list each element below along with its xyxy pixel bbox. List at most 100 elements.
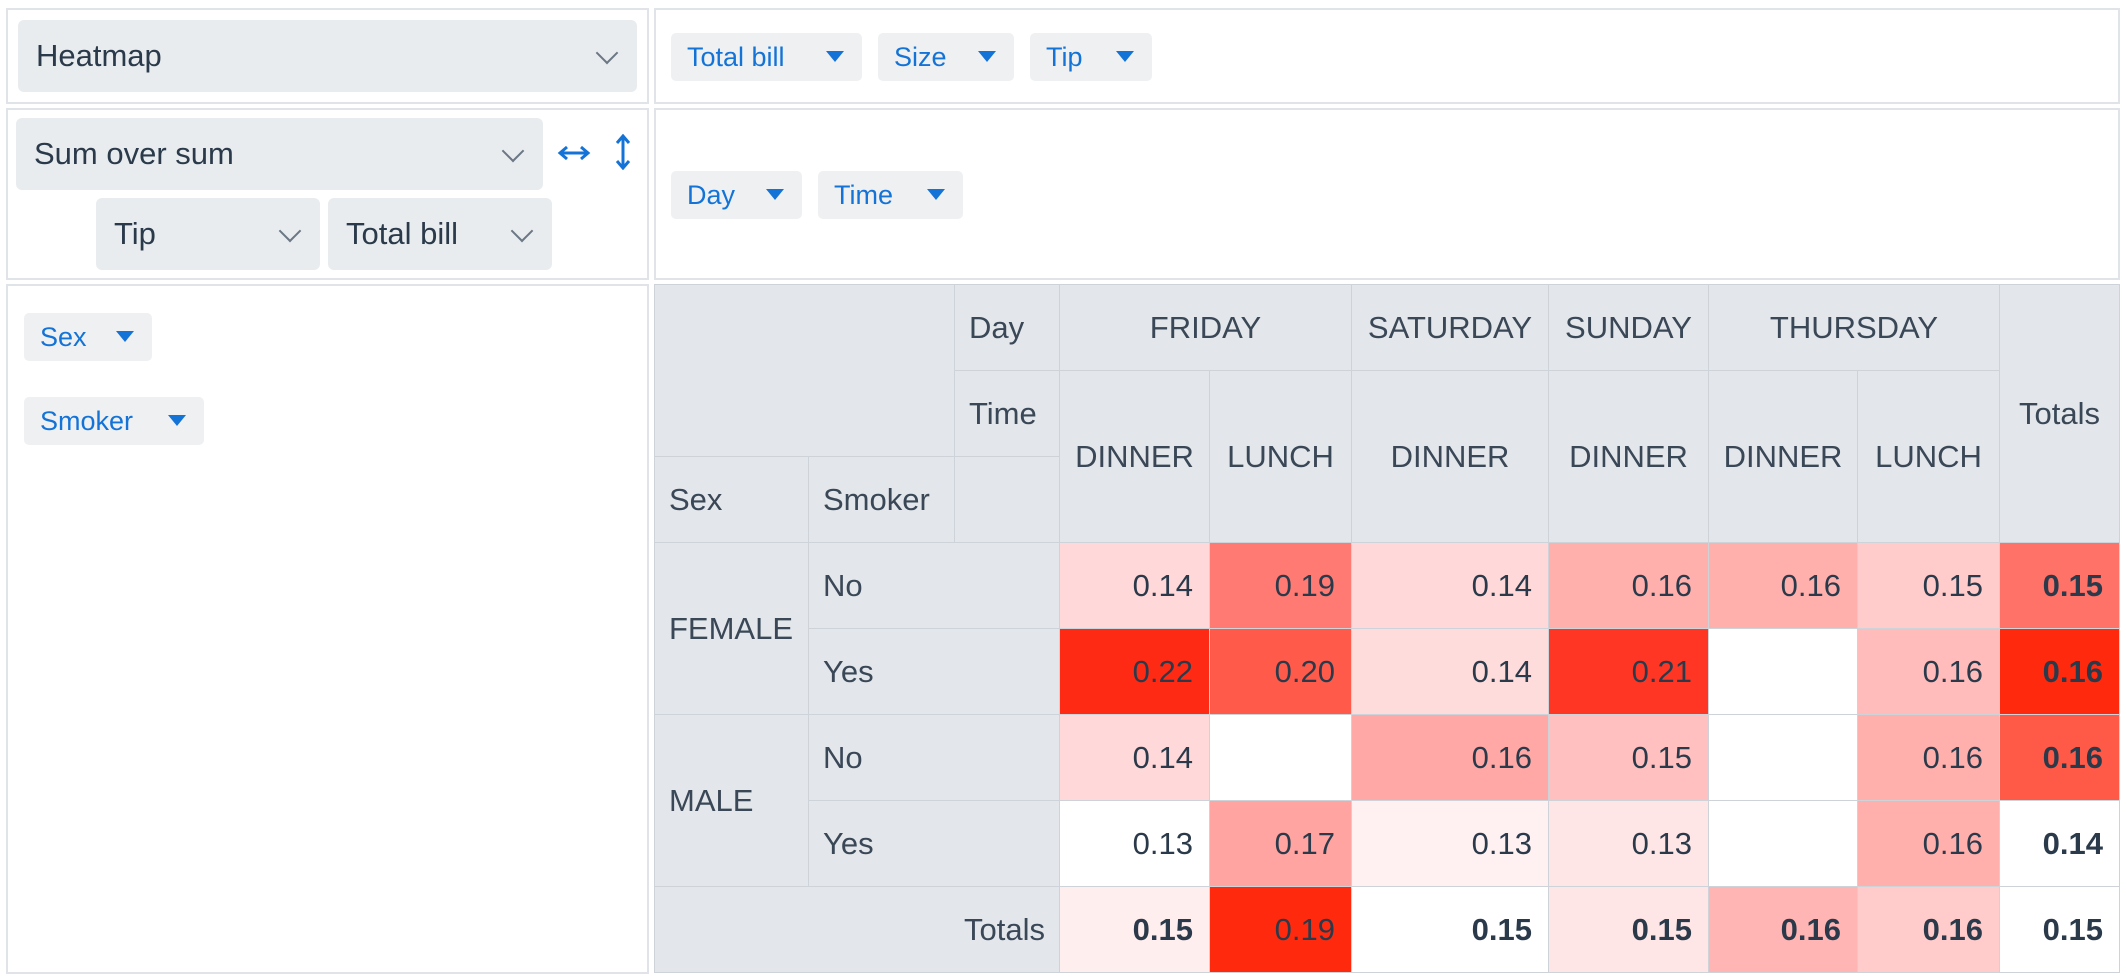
heatmap-cell[interactable]: 0.19 (1209, 542, 1352, 629)
col-header-day: FRIDAY (1059, 284, 1352, 371)
row-header-sex: MALE (654, 714, 809, 887)
col-header-time: DINNER (1708, 370, 1858, 543)
caret-down-icon[interactable] (766, 189, 784, 200)
row-attrs-panel (6, 284, 649, 974)
row-attr-label-smoker: Smoker (808, 456, 955, 543)
heatmap-cell[interactable]: 0.14 (1059, 542, 1210, 629)
row-header-totals: Totals (654, 886, 1060, 973)
attr-pill-smoker[interactable]: Smoker (24, 397, 204, 445)
row-total-cell[interactable]: 0.14 (1999, 800, 2120, 887)
col-order-arrows-icon[interactable] (557, 140, 591, 166)
col-total-cell[interactable]: 0.15 (1548, 886, 1709, 973)
attr-pill-label: Day (687, 179, 736, 210)
heatmap-cell[interactable]: 0.17 (1209, 800, 1352, 887)
chevron-down-icon (510, 219, 534, 243)
denominator-select[interactable]: Total bill (328, 198, 552, 270)
caret-down-icon[interactable] (927, 189, 945, 200)
attr-pill-size[interactable]: Size (878, 33, 1014, 81)
col-header-time: LUNCH (1857, 370, 2000, 543)
col-total-cell[interactable]: 0.16 (1708, 886, 1858, 973)
attr-pill-sex[interactable]: Sex (24, 313, 152, 361)
attr-pill-tip[interactable]: Tip (1030, 33, 1152, 81)
col-header-day: SATURDAY (1351, 284, 1549, 371)
heatmap-cell[interactable]: 0.21 (1548, 628, 1709, 715)
attr-pill-label: Time (834, 179, 893, 210)
header-corner (654, 284, 955, 457)
col-header-day: THURSDAY (1708, 284, 2000, 371)
attr-pill-label: Smoker (40, 405, 134, 436)
attr-pill-time[interactable]: Time (818, 171, 963, 219)
heatmap-cell[interactable]: 0.16 (1351, 714, 1549, 801)
numerator-select-label: Tip (114, 216, 156, 251)
aggregator-select-label: Sum over sum (34, 136, 234, 171)
heatmap-cell[interactable]: 0.13 (1059, 800, 1210, 887)
caret-down-icon[interactable] (1116, 51, 1134, 62)
row-order-arrows-icon[interactable] (610, 134, 636, 170)
col-header-time: DINNER (1059, 370, 1210, 543)
heatmap-cell[interactable] (1708, 628, 1858, 715)
row-total-cell[interactable]: 0.15 (1999, 542, 2120, 629)
heatmap-cell[interactable]: 0.15 (1857, 542, 2000, 629)
table-row: FEMALE No 0.14 0.19 0.14 0.16 0.16 0.15 … (654, 542, 2120, 715)
row-total-cell[interactable]: 0.16 (1999, 714, 2120, 801)
heatmap-cell[interactable]: 0.16 (1857, 714, 2000, 801)
heatmap-cell[interactable]: 0.14 (1351, 628, 1549, 715)
row-header-smoker: Yes (808, 628, 1060, 715)
totals-row: Totals 0.15 0.19 0.15 0.15 0.16 0.16 0.1… (654, 886, 2120, 973)
heatmap-cell[interactable] (1708, 800, 1858, 887)
heatmap-cell[interactable]: 0.16 (1857, 800, 2000, 887)
row-header-smoker: No (808, 714, 1060, 801)
heatmap-cell[interactable]: 0.16 (1548, 542, 1709, 629)
unused-attrs-panel (654, 8, 2120, 104)
col-total-cell[interactable]: 0.19 (1209, 886, 1352, 973)
denominator-select-label: Total bill (346, 216, 458, 251)
heatmap-cell[interactable]: 0.22 (1059, 628, 1210, 715)
attr-pill-total-bill[interactable]: Total bill (671, 33, 862, 81)
col-header-time: DINNER (1548, 370, 1709, 543)
col-total-cell[interactable]: 0.15 (1351, 886, 1549, 973)
table-row: MALE No 0.14 0.16 0.15 0.16 0.16 (654, 714, 2120, 887)
renderer-select[interactable]: Heatmap (18, 20, 637, 92)
row-header-smoker: Yes (808, 800, 1060, 887)
heatmap-cell[interactable]: 0.15 (1548, 714, 1709, 801)
caret-down-icon[interactable] (826, 51, 844, 62)
row-attr-label-sex: Sex (654, 456, 809, 543)
heatmap-cell[interactable]: 0.13 (1351, 800, 1549, 887)
heatmap-cell[interactable]: 0.20 (1209, 628, 1352, 715)
header-blank (954, 456, 1060, 543)
grand-total-cell[interactable]: 0.15 (1999, 886, 2120, 973)
heatmap-cell[interactable] (1209, 714, 1352, 801)
table-row: Yes 0.13 0.17 0.13 0.13 0.16 0.14 (655, 800, 2120, 887)
caret-down-icon[interactable] (978, 51, 996, 62)
col-total-cell[interactable]: 0.15 (1059, 886, 1210, 973)
numerator-select[interactable]: Tip (96, 198, 320, 270)
attr-pill-label: Total bill (687, 41, 785, 72)
attr-pill-label: Size (894, 41, 947, 72)
heatmap-cell[interactable]: 0.14 (1059, 714, 1210, 801)
chevron-down-icon (595, 41, 619, 65)
table-row: Yes 0.22 0.20 0.14 0.21 0.16 0.16 (655, 628, 2120, 715)
aggregator-select[interactable]: Sum over sum (16, 118, 543, 190)
heatmap-cell[interactable]: 0.13 (1548, 800, 1709, 887)
row-total-cell[interactable]: 0.16 (1999, 628, 2120, 715)
attr-pill-label: Tip (1046, 41, 1083, 72)
attr-pill-day[interactable]: Day (671, 171, 802, 219)
caret-down-icon[interactable] (116, 331, 134, 342)
row-header-smoker: No (808, 542, 1060, 629)
col-total-cell[interactable]: 0.16 (1857, 886, 2000, 973)
col-header-day: SUNDAY (1548, 284, 1709, 371)
renderer-select-label: Heatmap (36, 38, 162, 73)
caret-down-icon[interactable] (168, 415, 186, 426)
col-attr-label-time: Time (954, 370, 1060, 457)
heatmap-cell[interactable]: 0.16 (1857, 628, 2000, 715)
heatmap-cell[interactable]: 0.14 (1351, 542, 1549, 629)
attr-pill-label: Sex (40, 321, 87, 352)
heatmap-cell[interactable]: 0.16 (1708, 542, 1858, 629)
pivot-table: Day FRIDAY SATURDAY SUNDAY THURSDAY Tota… (654, 284, 2120, 973)
row-header-sex: FEMALE (654, 542, 809, 715)
col-header-totals: Totals (1999, 284, 2120, 543)
col-header-time: DINNER (1351, 370, 1549, 543)
heatmap-cell[interactable] (1708, 714, 1858, 801)
col-header-time: LUNCH (1209, 370, 1352, 543)
chevron-down-icon (501, 139, 525, 163)
